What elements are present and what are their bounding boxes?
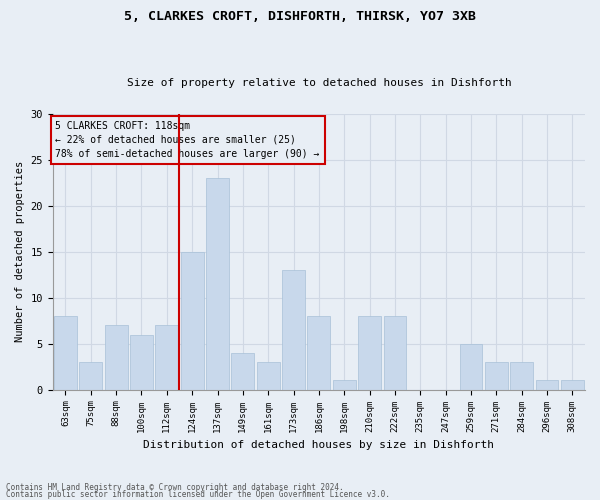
Text: Contains public sector information licensed under the Open Government Licence v3: Contains public sector information licen… <box>6 490 390 499</box>
Bar <box>130 334 153 390</box>
Bar <box>54 316 77 390</box>
Bar <box>257 362 280 390</box>
Bar <box>333 380 356 390</box>
Title: Size of property relative to detached houses in Dishforth: Size of property relative to detached ho… <box>127 78 511 88</box>
Text: Contains HM Land Registry data © Crown copyright and database right 2024.: Contains HM Land Registry data © Crown c… <box>6 484 344 492</box>
X-axis label: Distribution of detached houses by size in Dishforth: Distribution of detached houses by size … <box>143 440 494 450</box>
Bar <box>460 344 482 390</box>
Bar <box>358 316 381 390</box>
Bar <box>232 353 254 390</box>
Bar <box>383 316 406 390</box>
Bar <box>536 380 559 390</box>
Text: 5 CLARKES CROFT: 118sqm
← 22% of detached houses are smaller (25)
78% of semi-de: 5 CLARKES CROFT: 118sqm ← 22% of detache… <box>55 120 320 158</box>
Bar <box>206 178 229 390</box>
Bar <box>282 270 305 390</box>
Bar <box>510 362 533 390</box>
Text: 5, CLARKES CROFT, DISHFORTH, THIRSK, YO7 3XB: 5, CLARKES CROFT, DISHFORTH, THIRSK, YO7… <box>124 10 476 23</box>
Bar <box>485 362 508 390</box>
Bar <box>155 326 178 390</box>
Y-axis label: Number of detached properties: Number of detached properties <box>15 161 25 342</box>
Bar <box>79 362 102 390</box>
Bar <box>307 316 330 390</box>
Bar <box>105 326 128 390</box>
Bar <box>561 380 584 390</box>
Bar <box>181 252 203 390</box>
